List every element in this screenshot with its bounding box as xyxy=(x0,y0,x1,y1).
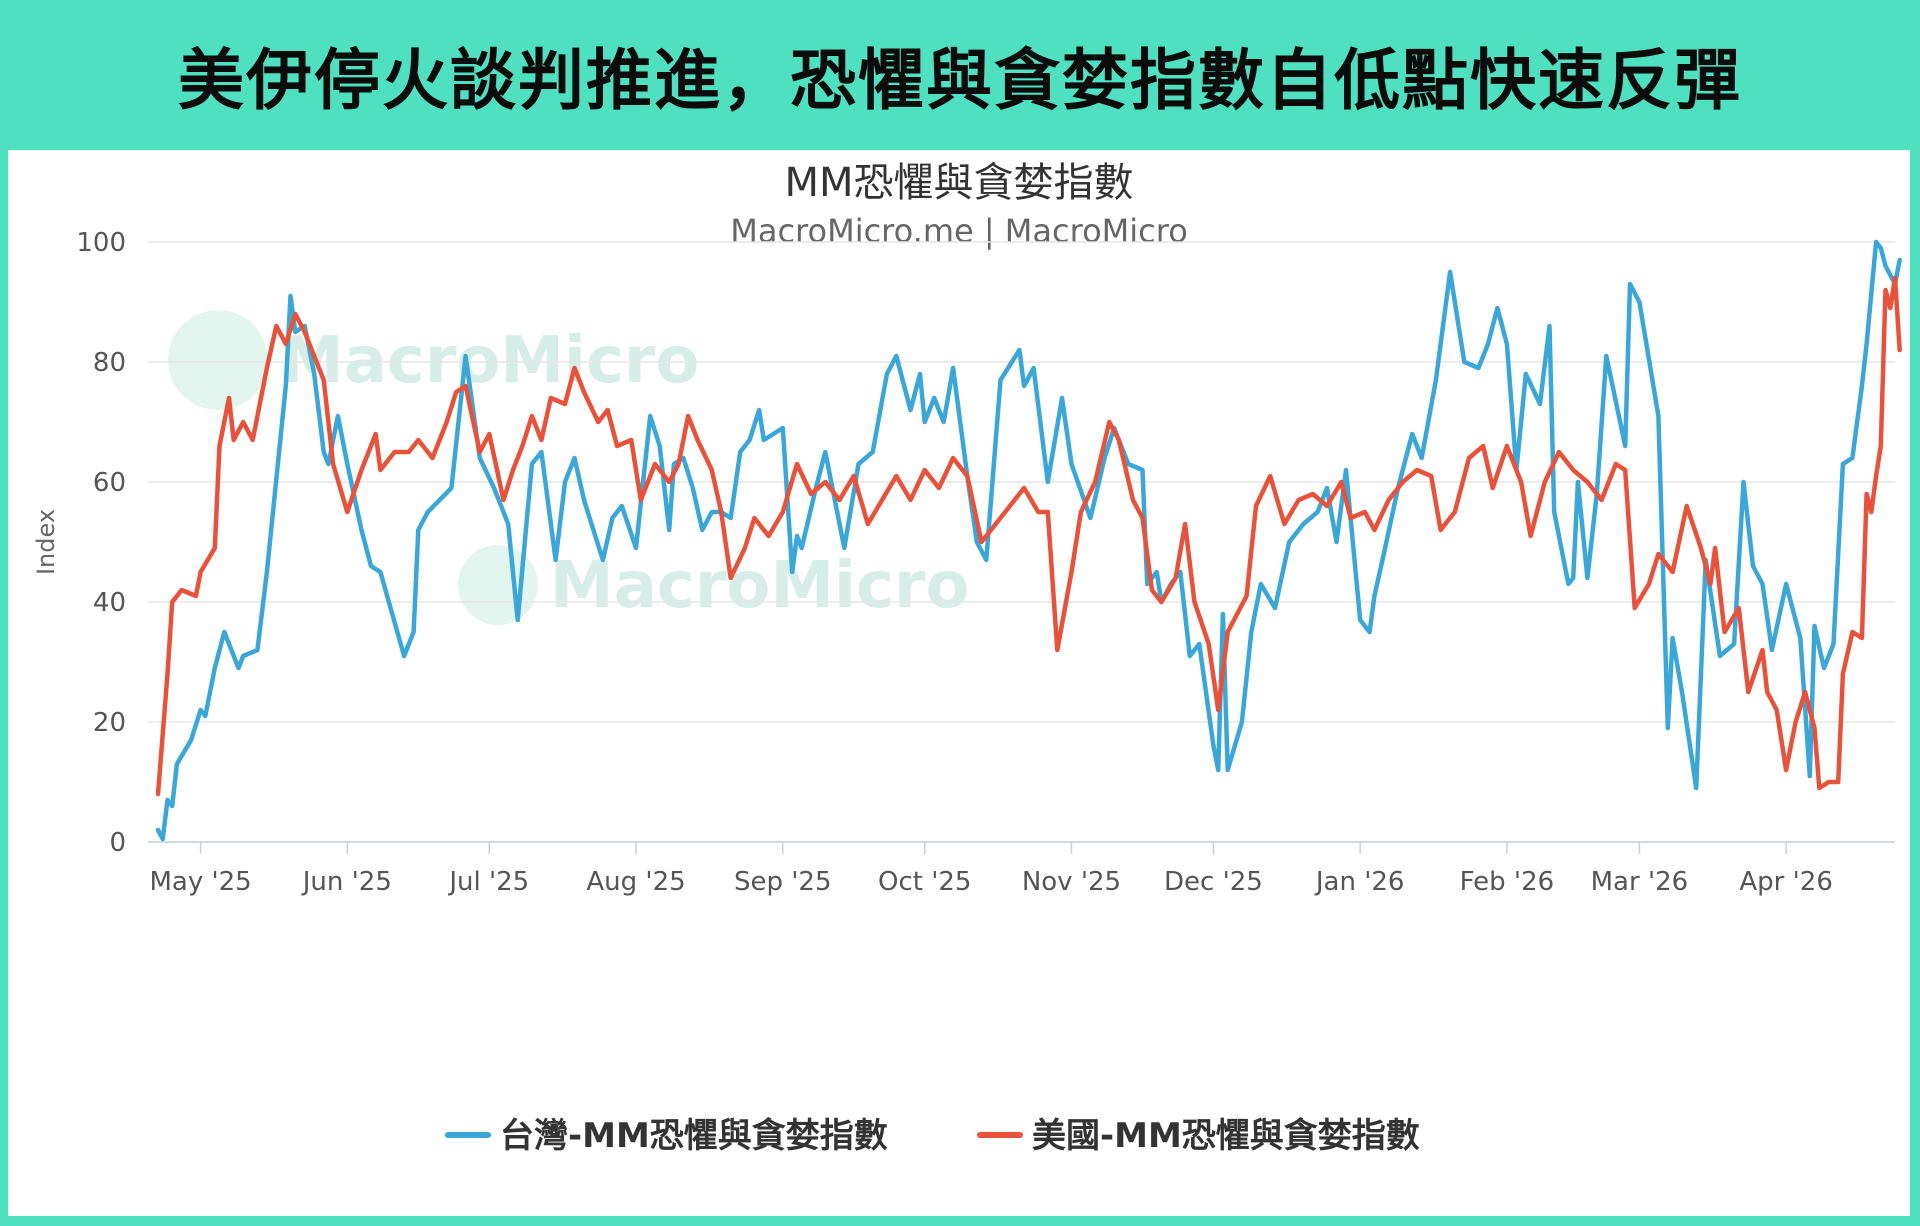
y-tick-label: 60 xyxy=(93,468,126,498)
x-tick-label: Nov '25 xyxy=(1022,867,1121,897)
banner: 美伊停火談判推進，恐懼與貪婪指數自低點快速反彈 xyxy=(0,0,1920,150)
x-tick-label: Apr '26 xyxy=(1739,867,1832,897)
series-line-us[interactable] xyxy=(155,275,1902,797)
legend-item-label[interactable]: 美國-MM恐懼與貪婪指數 xyxy=(1032,1116,1420,1156)
x-tick-label: Jun '25 xyxy=(301,867,392,897)
watermark-layer: MacroMicro MacroMicro xyxy=(168,310,969,625)
x-tick-label: Jan '26 xyxy=(1314,867,1405,897)
watermark-logo-icon xyxy=(168,310,268,410)
legend: 台灣-MM恐懼與貪婪指數 美國-MM恐懼與貪婪指數 xyxy=(445,1116,1420,1156)
watermark-text: MacroMicro xyxy=(280,324,699,398)
banner-title: 美伊停火談判推進，恐懼與貪婪指數自低點快速反彈 xyxy=(178,42,1742,119)
x-tick-label: May '25 xyxy=(149,867,251,897)
chart-card: MacroMicro MacroMicro MM恐懼與貪婪指數 MacroMicr… xyxy=(8,150,1910,1216)
x-tick-label: Feb '26 xyxy=(1460,867,1555,897)
x-tick-label: Oct '25 xyxy=(878,867,971,897)
y-tick-label: 40 xyxy=(93,588,126,618)
series-layer xyxy=(155,239,1902,842)
watermark-text: MacroMicro xyxy=(550,549,969,623)
chart-title: MM恐懼與貪婪指數 xyxy=(784,160,1133,206)
y-tick-label: 80 xyxy=(93,348,126,378)
x-axis-ticks: May '25 Jun '25 Jul '25 Aug '25 Sep '25 Oct '… xyxy=(149,842,1833,897)
y-axis-title: Index xyxy=(32,509,60,575)
x-tick-label: Sep '25 xyxy=(734,867,832,897)
watermark-logo-icon xyxy=(458,545,538,625)
y-axis-ticks: 0 20 40 60 80 100 xyxy=(76,228,126,858)
x-tick-label: Jul '25 xyxy=(447,867,529,897)
x-tick-label: Mar '26 xyxy=(1591,867,1689,897)
y-tick-label: 0 xyxy=(109,828,126,858)
legend-item-label[interactable]: 台灣-MM恐懼與貪婪指數 xyxy=(500,1116,888,1156)
x-tick-label: Aug '25 xyxy=(586,867,685,897)
series-line-taiwan[interactable] xyxy=(155,239,1902,842)
y-tick-label: 100 xyxy=(76,228,126,258)
x-tick-label: Dec '25 xyxy=(1164,867,1263,897)
chart-subtitle: MacroMicro.me | MacroMicro xyxy=(730,212,1188,250)
y-tick-label: 20 xyxy=(93,708,126,738)
chart-svg: MacroMicro MacroMicro MM恐懼與貪婪指數 MacroMicr… xyxy=(32,160,1902,1156)
